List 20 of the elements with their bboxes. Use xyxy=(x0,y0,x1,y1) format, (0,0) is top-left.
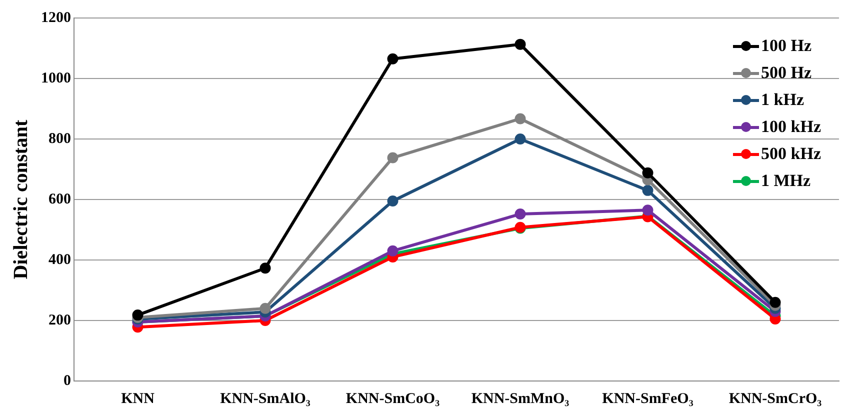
y-axis-title: Dielectric constant xyxy=(10,119,32,280)
y-tick-label: 200 xyxy=(48,312,71,328)
legend-label: 1 kHz xyxy=(761,89,804,111)
legend-label: 500 Hz xyxy=(761,62,812,84)
x-tick-label: KNN-SmCrO₃ xyxy=(728,390,822,407)
x-tick-label: KNN-SmFeO₃ xyxy=(602,390,694,407)
y-tick-label: 600 xyxy=(48,191,71,208)
x-tick-label: KNN-SmAlO₃ xyxy=(220,390,311,407)
y-tick-label: 0 xyxy=(64,372,71,389)
y-tick-label: 1000 xyxy=(41,70,71,86)
legend-label: 500 kHz xyxy=(761,143,821,165)
legend-label: 100 kHz xyxy=(761,116,821,138)
y-tick-label: 1200 xyxy=(41,10,71,26)
y-tick-label: 800 xyxy=(48,130,71,147)
legend-label: 1 MHz xyxy=(761,170,811,192)
x-tick-label: KNN xyxy=(121,390,155,407)
x-tick-label: KNN-SmCoO₃ xyxy=(346,390,440,407)
y-tick-label: 400 xyxy=(48,252,71,268)
legend-label: 100 Hz xyxy=(761,35,812,57)
x-tick-label: KNN-SmMnO₃ xyxy=(471,390,570,407)
